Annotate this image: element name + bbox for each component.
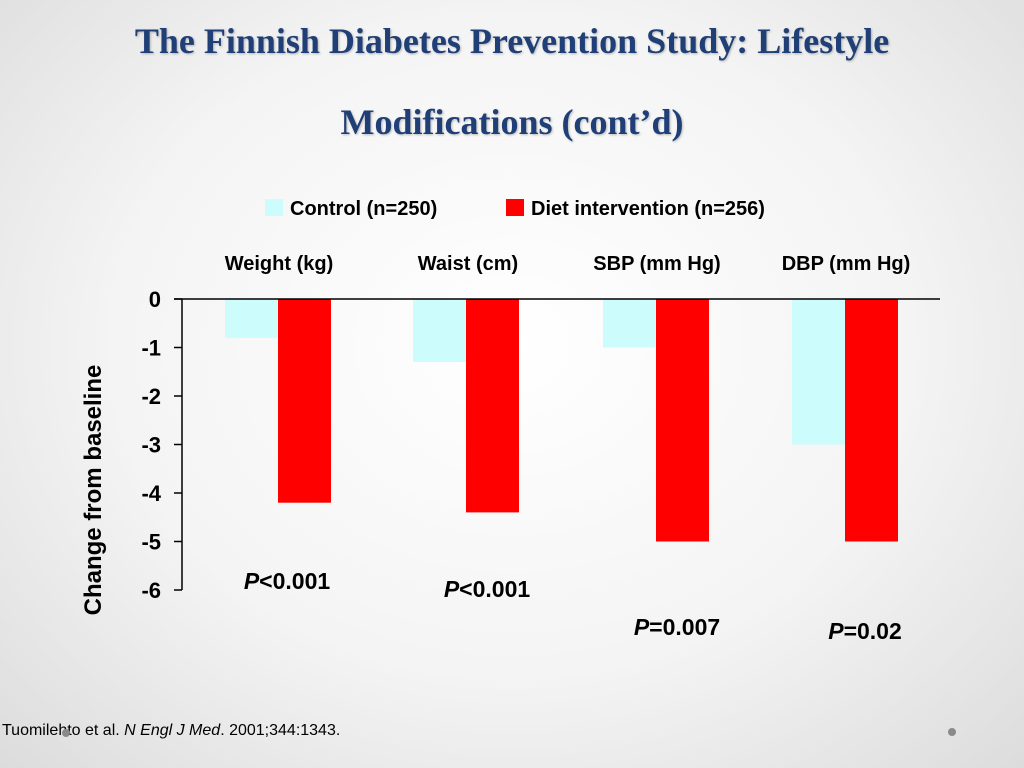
bar-diet-0 xyxy=(278,299,331,503)
bullet-dot-right xyxy=(948,728,956,736)
category-label: SBP (mm Hg) xyxy=(593,253,720,275)
legend-label-control: Control (n=250) xyxy=(290,198,437,220)
bar-control-2 xyxy=(603,299,656,348)
bar-diet-2 xyxy=(656,299,709,542)
slide-title-line1: The Finnish Diabetes Prevention Study: L… xyxy=(134,21,890,61)
legend-swatch-control xyxy=(265,199,283,216)
citation-journal: N Engl J Med xyxy=(124,722,221,739)
p-value-label: P=0.02 xyxy=(828,618,902,644)
y-tick-label: -6 xyxy=(141,578,161,603)
bar-control-1 xyxy=(413,299,466,363)
category-label: Weight (kg) xyxy=(225,253,334,275)
y-tick-label: -2 xyxy=(141,384,161,409)
p-value-label: P<0.001 xyxy=(244,568,331,594)
bullet-dot-left xyxy=(62,729,70,737)
y-tick-label: -4 xyxy=(141,481,161,506)
bar-diet-3 xyxy=(845,299,898,542)
slide-title-line2: Modifications (cont’d) xyxy=(340,102,684,142)
citation-authors: Tuomilehto et al. xyxy=(2,722,120,739)
y-axis-label: Change from baseline xyxy=(80,365,107,616)
citation-details: . 2001;344:1343. xyxy=(220,722,341,739)
category-label: Waist (cm) xyxy=(418,253,518,275)
bar-control-0 xyxy=(225,299,278,338)
y-tick-label: -1 xyxy=(141,336,161,361)
y-tick-label: 0 xyxy=(149,287,161,312)
legend-swatch-diet xyxy=(506,199,524,216)
category-label: DBP (mm Hg) xyxy=(782,253,911,275)
bar-diet-1 xyxy=(466,299,519,513)
citation: Tuomilehto et al. N Engl J Med. 2001;344… xyxy=(2,722,340,740)
y-tick-label: -3 xyxy=(141,433,161,458)
bar-control-3 xyxy=(792,299,845,445)
p-value-label: P=0.007 xyxy=(634,614,720,640)
legend: Control (n=250) Diet intervention (n=256… xyxy=(265,198,765,220)
y-tick-label: -5 xyxy=(141,530,161,555)
p-value-label: P<0.001 xyxy=(444,576,531,602)
legend-label-diet: Diet intervention (n=256) xyxy=(531,198,765,220)
